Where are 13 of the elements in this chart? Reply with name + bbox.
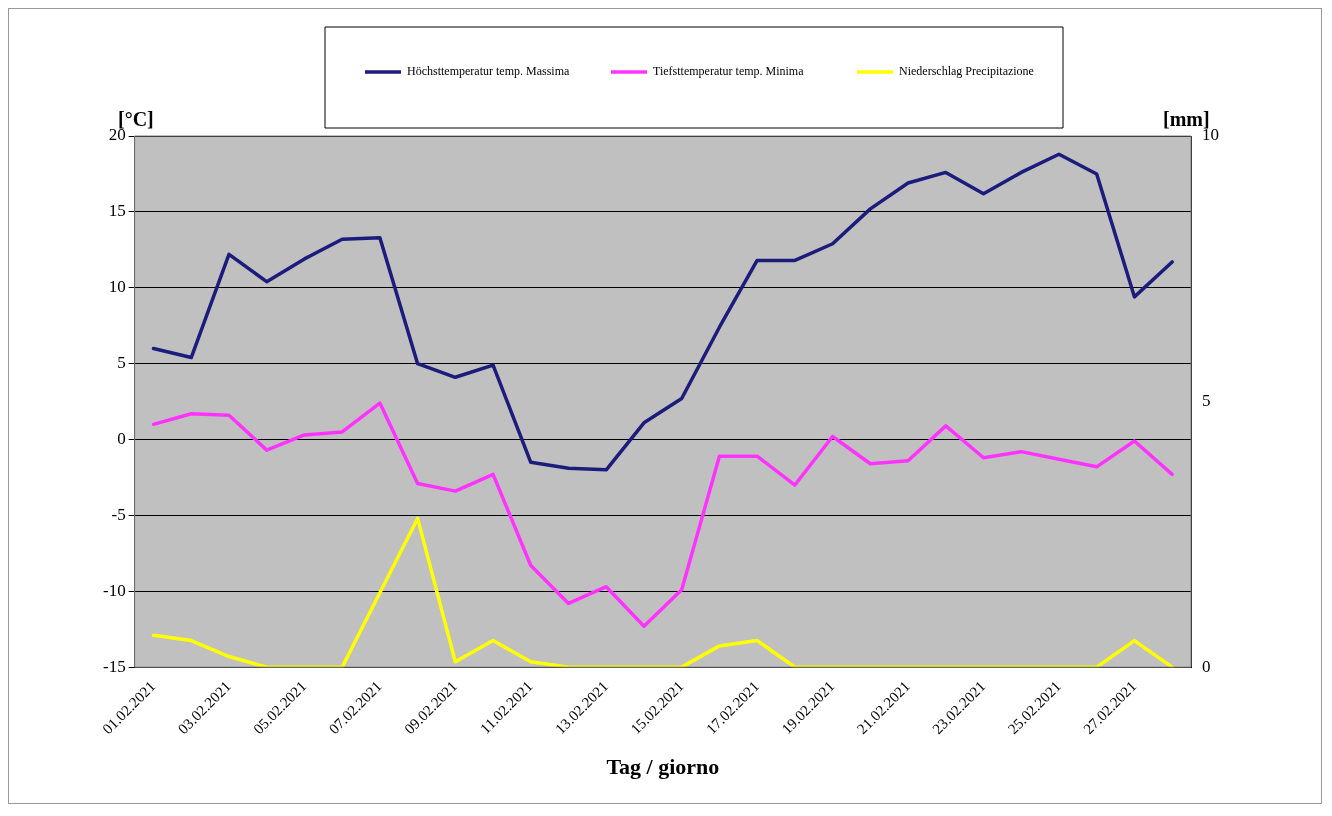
- y-tick-label: -10: [102, 580, 126, 600]
- legend-label: Höchsttemperatur temp. Massima: [407, 64, 570, 79]
- legend-label: Niederschlag Precipitazione: [899, 64, 1034, 79]
- x-axis-title: Tag / giorno: [606, 754, 720, 780]
- y-tick-label: 15: [108, 201, 126, 221]
- legend-label: Tiefsttemperatur temp. Minima: [653, 64, 805, 79]
- y-tick-label: -15: [102, 656, 126, 676]
- y2-tick-label: 0: [1202, 656, 1211, 676]
- y-tick-label: 0: [117, 428, 126, 448]
- y2-tick-label: 5: [1202, 391, 1211, 411]
- y-tick-label: -5: [111, 504, 126, 524]
- y-tick-label: 5: [117, 353, 126, 373]
- y-tick-label: 10: [108, 277, 126, 297]
